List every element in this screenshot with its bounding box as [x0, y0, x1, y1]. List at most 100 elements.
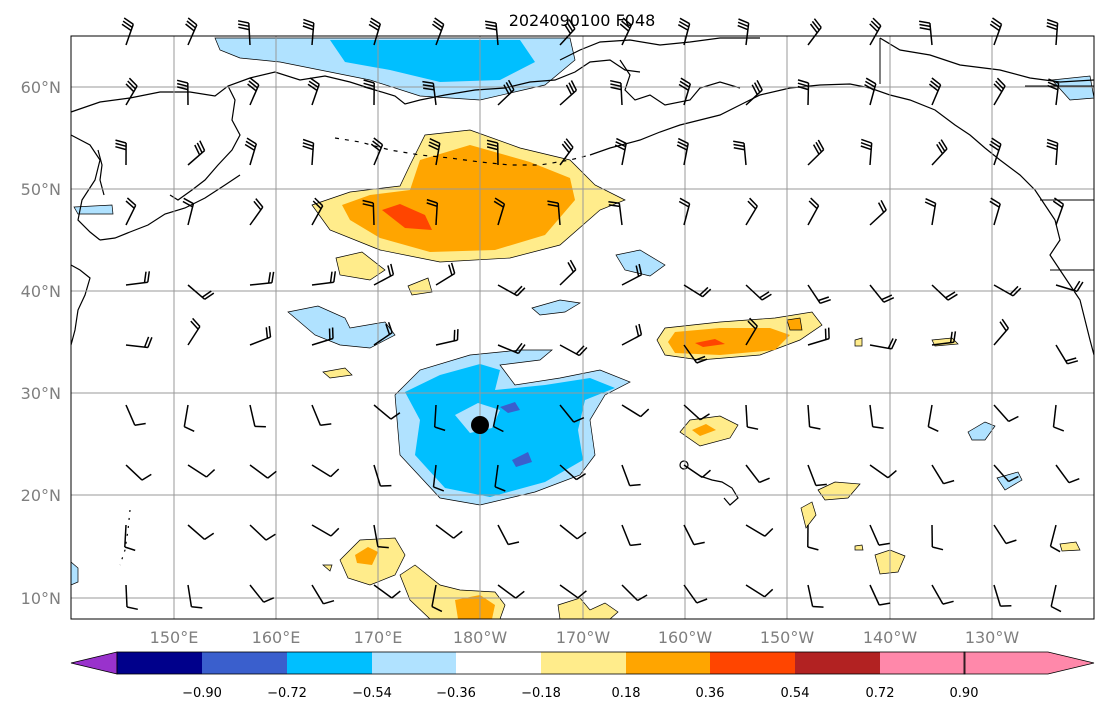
wind-barb-flag	[747, 426, 759, 430]
wind-barb-flag	[115, 142, 127, 148]
wind-barb-flag	[370, 143, 381, 152]
wind-barb	[745, 325, 758, 346]
wind-barb-flag	[610, 86, 622, 91]
wind-barb-flag	[143, 336, 150, 348]
wind-barb	[187, 203, 195, 226]
wind-barb	[373, 144, 384, 166]
wind-barb	[311, 83, 320, 106]
wind-barb-flag	[484, 20, 497, 24]
wind-barb-flag	[514, 342, 523, 353]
wind-barb-flag	[696, 358, 708, 364]
coastline-kamchatka	[169, 85, 241, 201]
wind-barb	[993, 143, 1002, 166]
wind-barb	[618, 203, 623, 226]
wind-barb-flag	[485, 23, 497, 28]
map-panel	[70, 17, 1095, 620]
wind-barb	[683, 284, 704, 298]
wind-barb	[557, 203, 561, 226]
wind-barb-flag	[329, 271, 333, 283]
wind-barb	[1055, 204, 1065, 226]
wind-barb	[993, 584, 1002, 607]
wind-barb-flag	[453, 329, 456, 341]
wind-barb	[683, 83, 692, 106]
coastline-alaska-west	[619, 59, 741, 106]
wind-barb	[435, 24, 445, 46]
colorbar-extend-high	[963, 651, 1095, 675]
wind-barb	[931, 84, 942, 106]
wind-barb-flag	[517, 344, 526, 354]
figure-title: 2024090100 F048	[509, 11, 656, 30]
wind-barb-flag	[756, 79, 763, 91]
wind-barb-flag	[433, 486, 445, 492]
wind-barb-flag	[887, 338, 894, 349]
wind-barb-flag	[369, 20, 380, 28]
wind-barb-flag	[677, 137, 689, 145]
negative-small-43n	[615, 249, 666, 277]
wind-barb-flag	[637, 594, 648, 602]
wind-barb-flag	[125, 83, 135, 93]
wind-barb	[311, 281, 334, 286]
wind-barb-flag	[797, 82, 809, 88]
wind-barb	[433, 404, 437, 428]
positive-small-32n	[322, 367, 353, 379]
wind-barb-flag	[434, 17, 445, 26]
wind-barb-flag	[302, 21, 314, 28]
wind-barb-flag	[363, 85, 375, 91]
wind-barb	[492, 404, 499, 427]
wind-barb-flag	[308, 80, 319, 88]
wind-barb	[1055, 83, 1060, 106]
wind-barb	[559, 404, 575, 423]
wind-barb	[372, 202, 375, 226]
wind-barb-flag	[190, 320, 199, 330]
wind-barb-flag	[815, 483, 827, 487]
wind-barb-flag	[733, 140, 745, 144]
wind-barb	[559, 524, 578, 540]
wind-barb-flag	[759, 291, 770, 299]
colorbar-segment	[117, 652, 203, 674]
wind-barb-flag	[878, 542, 890, 546]
gridlines	[71, 36, 1094, 619]
wind-barb-flag	[872, 17, 882, 27]
wind-barb-flag	[872, 426, 884, 430]
colorbar-tick-label: −0.90	[182, 686, 222, 701]
wind-barb-flag	[330, 468, 340, 478]
positive-small-12n	[854, 544, 864, 551]
wind-barb-flag	[696, 598, 708, 604]
coastline-alaska-south	[589, 83, 1056, 221]
negative-core-central	[405, 364, 615, 497]
wind-barb	[249, 206, 264, 226]
coastline-japan-main	[70, 264, 91, 346]
wind-barb	[373, 273, 394, 286]
wind-barb-flag	[330, 527, 340, 537]
lon-label: 170°W	[556, 628, 611, 647]
wind-barb-flag	[323, 599, 335, 605]
wind-barb	[931, 464, 945, 485]
colorbar-tick-label: 0.36	[696, 686, 725, 701]
wind-barb	[559, 464, 577, 481]
storm-center-marker	[471, 416, 489, 434]
wind-barb	[183, 404, 189, 427]
wind-barb-flag	[809, 426, 821, 430]
wind-barb	[745, 464, 760, 483]
lon-label: 160°W	[658, 628, 713, 647]
wind-barb-flag	[253, 200, 262, 211]
coastline-sakhalin	[97, 149, 105, 196]
wind-barb-flag	[263, 597, 275, 603]
wind-barb-flag	[303, 18, 315, 24]
colorbar-tick-label: −0.72	[267, 686, 307, 701]
wind-barb-flag	[115, 145, 127, 151]
wind-barb-flag	[429, 138, 441, 144]
wind-barb	[435, 202, 439, 226]
wind-barb-flag	[812, 144, 820, 155]
wind-barb-flag	[1047, 81, 1059, 88]
wind-barb	[1050, 584, 1057, 607]
wind-barb-flag	[563, 23, 572, 35]
wind-barb	[187, 150, 206, 166]
wind-barb-flag	[812, 605, 824, 608]
wind-barb-flag	[943, 479, 955, 485]
wind-barb-flag	[989, 23, 1000, 32]
wind-barb-flag	[247, 83, 257, 92]
wind-barb	[745, 524, 766, 537]
wind-barb-flag	[678, 20, 690, 28]
